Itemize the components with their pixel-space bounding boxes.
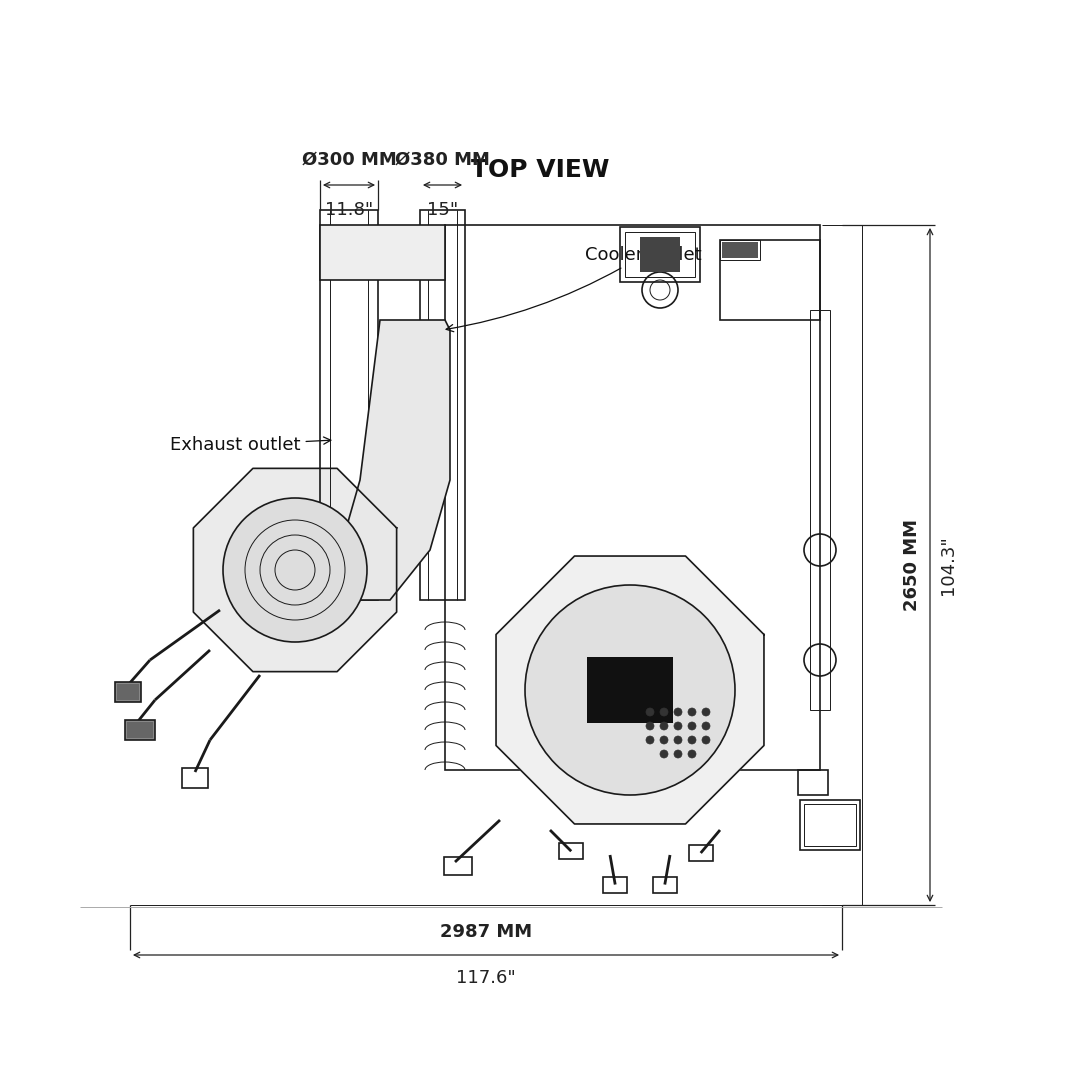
Text: 11.8": 11.8" [325, 201, 373, 219]
Text: 117.6": 117.6" [456, 969, 516, 987]
Text: Ø380 MM: Ø380 MM [395, 151, 490, 168]
Bar [320, 225, 445, 280]
Bar [559, 843, 583, 860]
Text: TOP VIEW: TOP VIEW [471, 158, 609, 183]
Text: 15": 15" [427, 201, 458, 219]
Polygon shape [193, 469, 396, 672]
Circle shape [660, 723, 669, 730]
Circle shape [674, 750, 681, 758]
Circle shape [660, 735, 669, 744]
Circle shape [660, 708, 669, 716]
Bar [585, 654, 675, 725]
Bar [720, 240, 820, 320]
Bar [798, 770, 828, 795]
Polygon shape [496, 556, 764, 824]
Circle shape [688, 735, 696, 744]
Text: 2650 MM: 2650 MM [903, 519, 921, 611]
Circle shape [688, 708, 696, 716]
Bar [125, 720, 156, 740]
Bar [723, 242, 758, 258]
Circle shape [674, 708, 681, 716]
Bar [800, 800, 860, 850]
Text: Exhaust outlet: Exhaust outlet [170, 436, 330, 454]
Bar [625, 232, 696, 276]
Circle shape [702, 735, 710, 744]
Text: 2987 MM: 2987 MM [440, 923, 532, 941]
Bar [444, 858, 472, 875]
Bar [620, 227, 700, 282]
Bar [804, 804, 856, 846]
Circle shape [646, 735, 654, 744]
Bar [604, 877, 627, 892]
Circle shape [222, 498, 367, 642]
Bar [689, 845, 713, 861]
Circle shape [646, 723, 654, 730]
Bar [652, 877, 677, 892]
Bar [114, 681, 141, 702]
Bar [183, 768, 208, 788]
Circle shape [646, 708, 654, 716]
Text: 104.3": 104.3" [939, 535, 957, 595]
Circle shape [525, 585, 735, 795]
Bar [810, 310, 831, 710]
Bar [588, 657, 673, 723]
Polygon shape [320, 320, 450, 600]
Text: Cooler outlet: Cooler outlet [446, 246, 702, 332]
Bar [445, 225, 820, 770]
Circle shape [674, 735, 681, 744]
Text: Ø300 MM: Ø300 MM [301, 151, 396, 168]
Bar [117, 684, 139, 700]
Circle shape [702, 708, 710, 716]
Bar [420, 210, 465, 600]
Circle shape [674, 723, 681, 730]
Bar [720, 240, 760, 260]
Circle shape [660, 750, 669, 758]
Bar [127, 723, 153, 738]
Bar [640, 237, 680, 272]
Circle shape [702, 723, 710, 730]
Bar [320, 210, 378, 600]
Circle shape [688, 723, 696, 730]
Circle shape [688, 750, 696, 758]
